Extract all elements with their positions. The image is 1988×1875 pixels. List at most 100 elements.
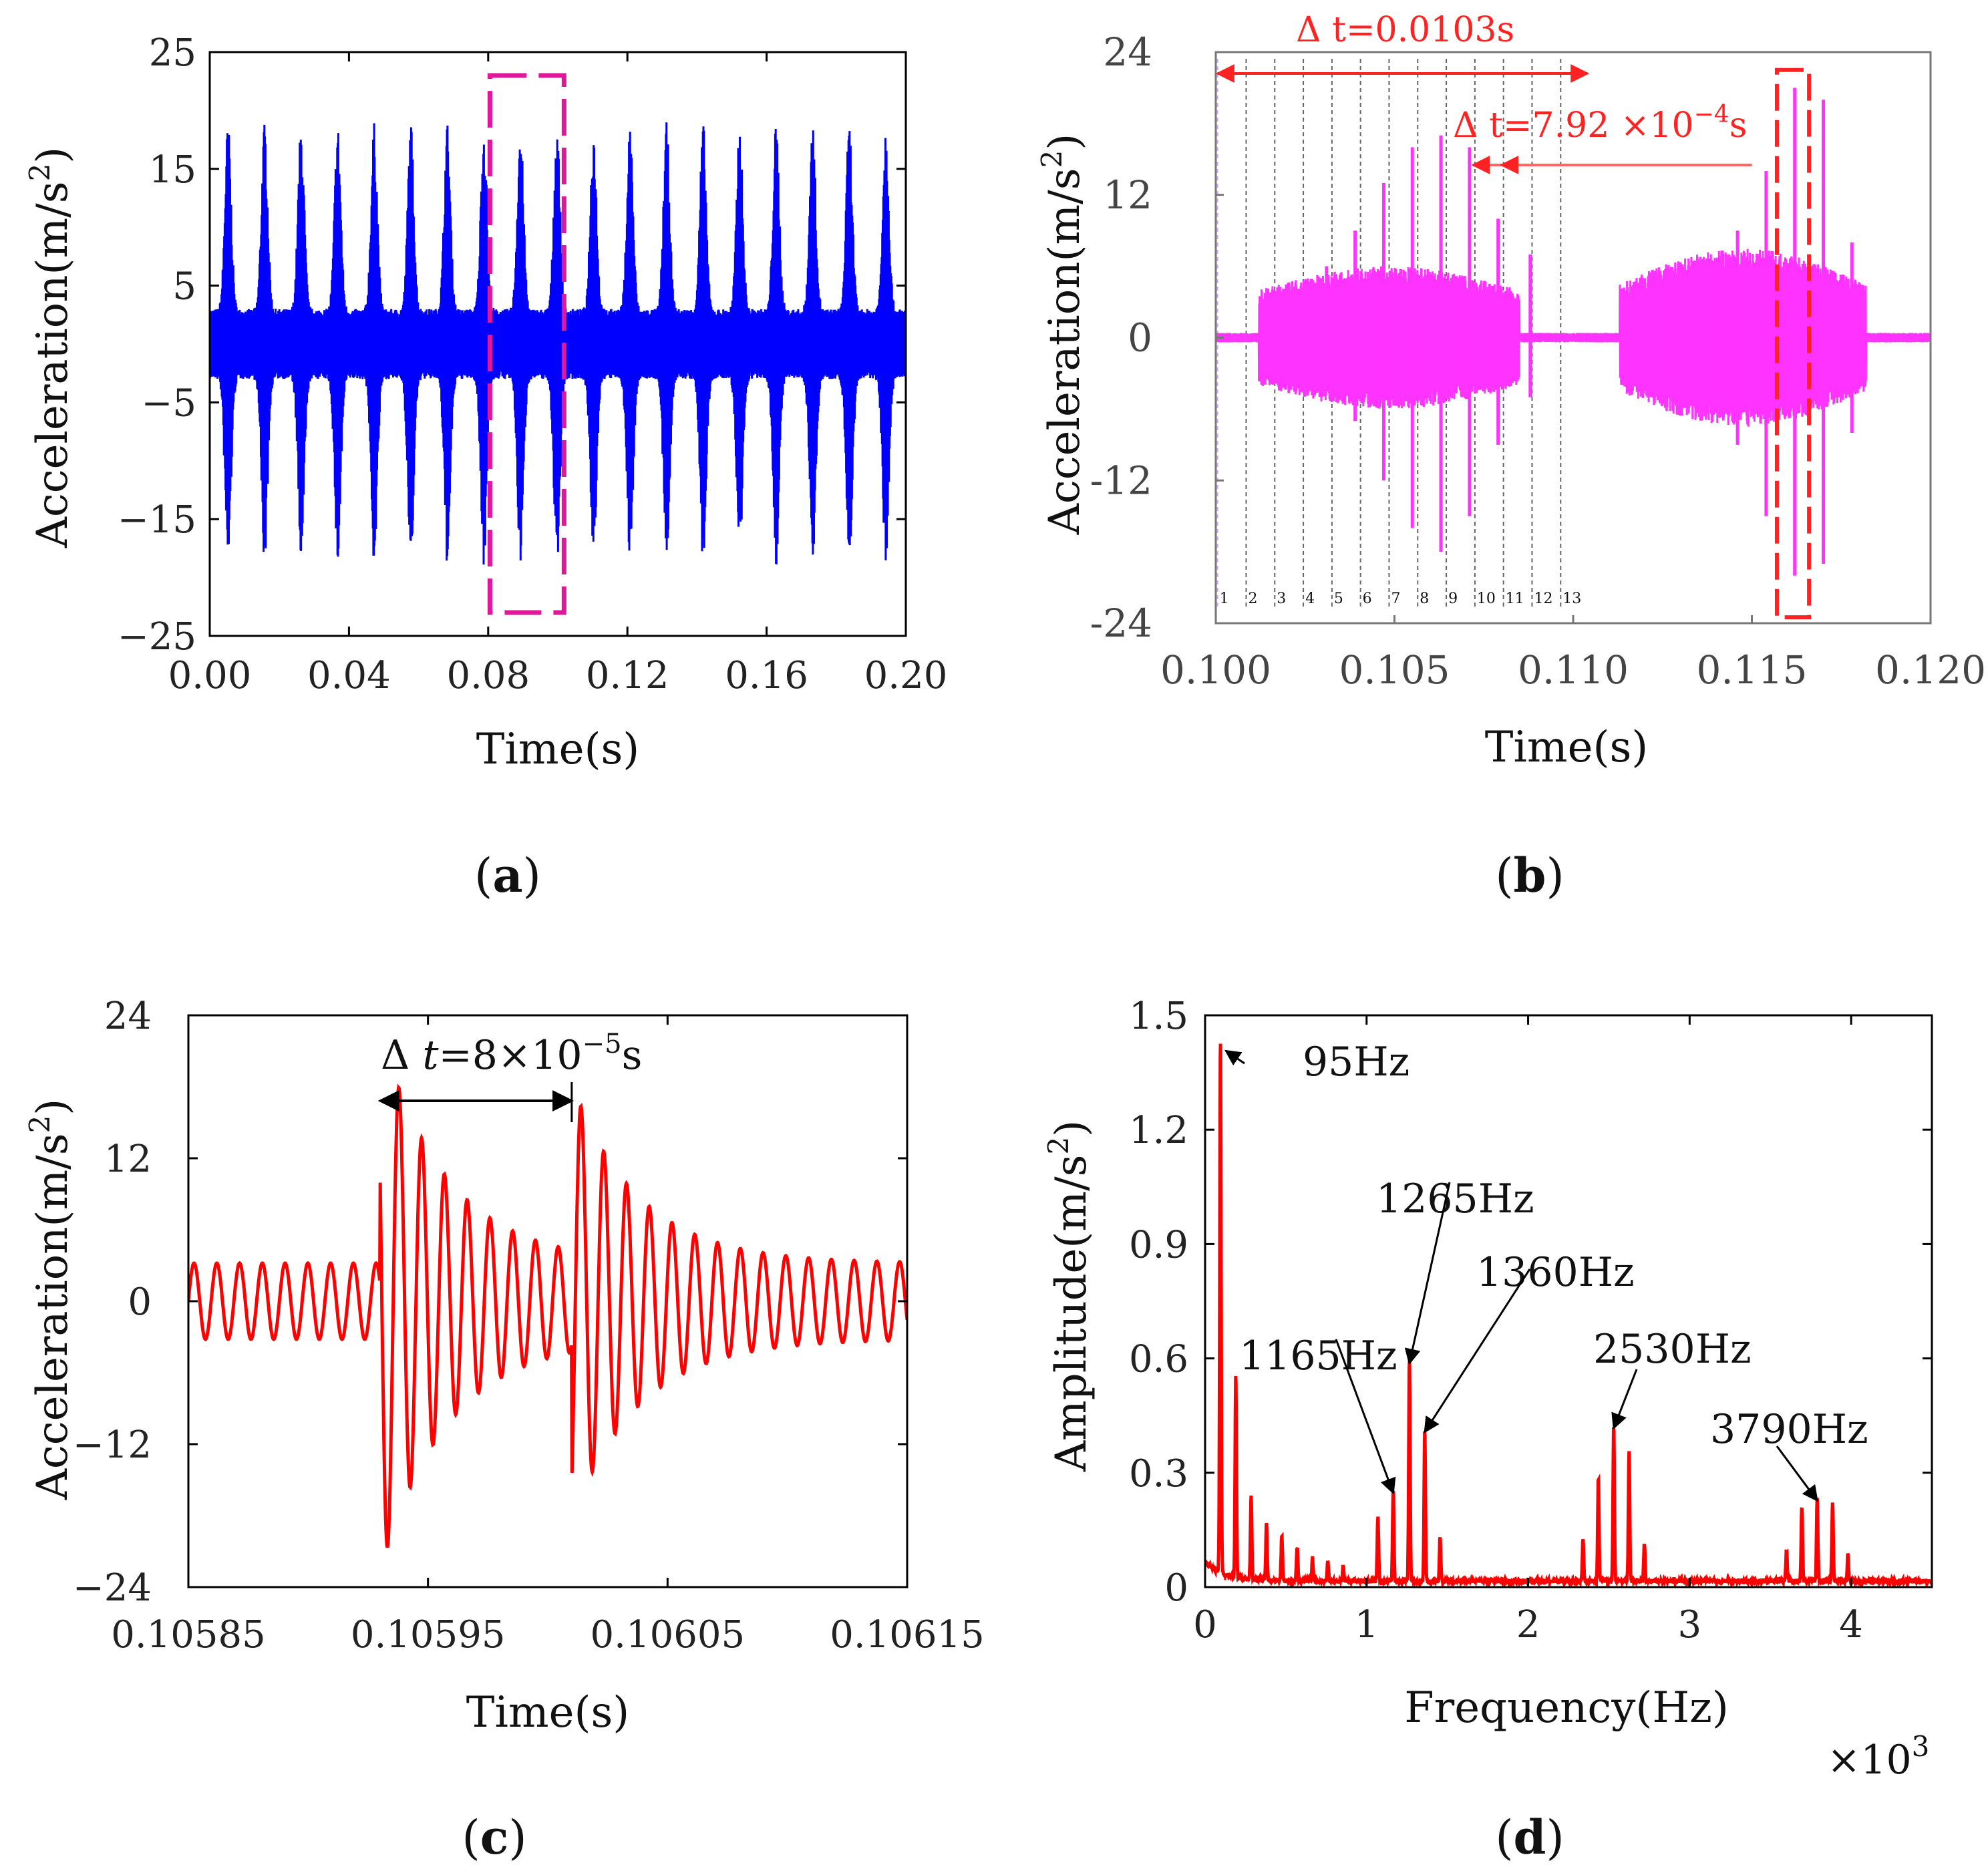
x-axis-label-b: Time(s) [1485,723,1649,772]
x-tick-label-b: 0.115 [1696,647,1807,693]
x-axis-label-c: Time(s) [466,1688,630,1737]
y-tick-label-a: 5 [172,265,196,309]
peak-label-d: 3790Hz [1710,1406,1868,1453]
highlight-box-b [1774,67,1812,620]
y-axis-label-c-sup: 2 [23,1116,56,1134]
y-tick-label-c: −24 [73,1566,152,1610]
annotation-c-delta-end: s [622,1032,643,1079]
caption-a: (a) [474,848,541,903]
peak-arrow-d [1335,1339,1396,1495]
annotation-c-delta: Δ t=8×10−5s [381,1029,642,1079]
x-tick-label-d: 2 [1516,1603,1540,1647]
marker-label-b: 6 [1363,590,1372,607]
caption-d-letter: d [1514,1810,1546,1865]
y-axis-label-b-sup: 2 [1035,150,1068,168]
x-tick-label-c: 0.10615 [830,1613,985,1657]
series-line-b [1216,248,1931,427]
peak-arrow-d [1404,1182,1451,1365]
marker-label-b: 9 [1448,590,1458,607]
y-tick-label-a: 25 [149,31,196,75]
marker-label-b: 4 [1305,590,1315,607]
marker-label-b: 5 [1334,590,1343,607]
y-tick-label-c: 12 [104,1138,152,1181]
marker-label-b: 1 [1220,590,1229,607]
panel-d: 0 1 2 3 4 1.5 1.2 0.9 0.6 0.3 0 95Hz 1265Hz 1360Hz 11… [1042,995,1933,1865]
plot-frame-a [208,51,907,637]
y-axis-label-b-end: ) [1040,134,1090,150]
x-tick-label-d: 0 [1193,1603,1217,1647]
y-tick-label-d: 0 [1164,1566,1188,1610]
y-tick-label-a: 15 [149,148,196,192]
series-line-d [1205,1043,1932,1587]
y-tick-label-b: -24 [1090,601,1152,646]
x-tick-label-a: 0.04 [307,654,391,697]
caption-c: (c) [462,1810,526,1865]
y-tick-label-d: 1.2 [1129,1109,1188,1152]
x-tick-label-d: 3 [1678,1603,1702,1647]
caption-b: (b) [1495,848,1564,903]
marker-label-b: 11 [1506,590,1524,607]
y-tick-label-d: 0.6 [1129,1338,1188,1381]
x-tick-label-d: 4 [1839,1603,1863,1647]
x-multiplier-d-main: ×10 [1827,1737,1912,1783]
y-tick-label-b: -12 [1090,458,1152,503]
marker-label-b: 10 [1477,590,1496,607]
marker-label-b: 2 [1248,590,1257,607]
peak-arrow-d [1224,1049,1245,1066]
y-tick-label-a: −15 [118,498,196,542]
y-tick-label-b: 24 [1103,29,1152,75]
y-tick-label-d: 0.3 [1129,1452,1188,1496]
y-axis-label-a-end: ) [28,147,77,164]
annotation-b-delta-2-sup: −4 [1694,101,1729,128]
peak-arrow-d [1424,1268,1531,1433]
annotation-b-delta-1: Δ t=0.0103s [1296,10,1514,50]
x-tick-label-a: 0.00 [168,654,252,697]
marker-label-b: 12 [1534,590,1552,607]
y-axis-label-b: Acceleration(m/s2) [1035,134,1090,536]
marker-label-b: 13 [1562,590,1581,607]
x-tick-label-d: 1 [1355,1603,1379,1647]
x-multiplier-d: ×103 [1827,1730,1929,1783]
y-axis-label-d-sup: 2 [1042,1137,1075,1155]
y-tick-label-a: −5 [141,381,196,425]
panel-b: 1 2 3 4 5 6 7 8 9 10 11 12 13 0.100 0.105 0.110 0.115 0.… [1035,10,1986,903]
caption-a-letter: a [492,848,522,903]
x-axis-label-d: Frequency(Hz) [1404,1683,1729,1733]
y-tick-label-a: −25 [118,615,196,659]
peak-label-d: 1165Hz [1239,1333,1397,1379]
caption-b-letter: b [1514,848,1546,903]
x-tick-label-b: 0.105 [1339,647,1450,693]
y-axis-label-c: Acceleration(m/s2) [23,1099,77,1501]
marker-label-b: 8 [1420,590,1429,607]
highlight-box-a [487,73,566,615]
annotation-c-delta-main: Δ [381,1032,422,1079]
x-tick-label-a: 0.16 [725,654,808,697]
y-tick-label-c: −12 [73,1423,152,1467]
caption-c-letter: c [480,1810,509,1865]
y-axis-label-c-main: Acceleration(m/s [28,1133,77,1500]
annotation-b-delta-2-main: Δ t=7.92 ×10 [1453,106,1694,146]
x-tick-label-a: 0.20 [864,654,948,697]
series-line-c [188,1083,907,1548]
y-axis-label-c-end: ) [28,1099,77,1116]
x-tick-label-c: 0.10585 [111,1613,266,1657]
y-axis-label-a-sup: 2 [23,164,56,182]
x-tick-label-b: 0.120 [1875,647,1986,693]
x-multiplier-d-sup: 3 [1912,1730,1930,1763]
y-axis-label-a-main: Acceleration(m/s [28,181,77,548]
y-tick-label-c: 24 [104,995,152,1038]
panel-c: 0.10585 0.10595 0.10605 0.1061524120−12−24 … [23,995,985,1865]
panel-a: 0.00 0.04 0.08 0.12 0.16 0.20 25 15 5 −5 −15 −25 Ti… [23,31,947,903]
y-axis-label-d: Amplitude(m/s2) [1042,1120,1096,1472]
marker-label-b: 7 [1391,590,1400,607]
y-tick-label-d: 0.9 [1129,1223,1188,1266]
x-tick-label-c: 0.10595 [351,1613,506,1657]
annotation-b-delta-2: Δ t=7.92 ×10−4s [1453,101,1747,146]
annotation-c-delta-rest: =8×10 [439,1032,583,1079]
peak-arrow-d [1776,1445,1818,1502]
y-tick-label-b: 0 [1128,315,1152,361]
y-tick-label-b: 12 [1103,172,1152,218]
plot-frame-d [1204,1014,1933,1588]
caption-d: (d) [1495,1810,1564,1865]
